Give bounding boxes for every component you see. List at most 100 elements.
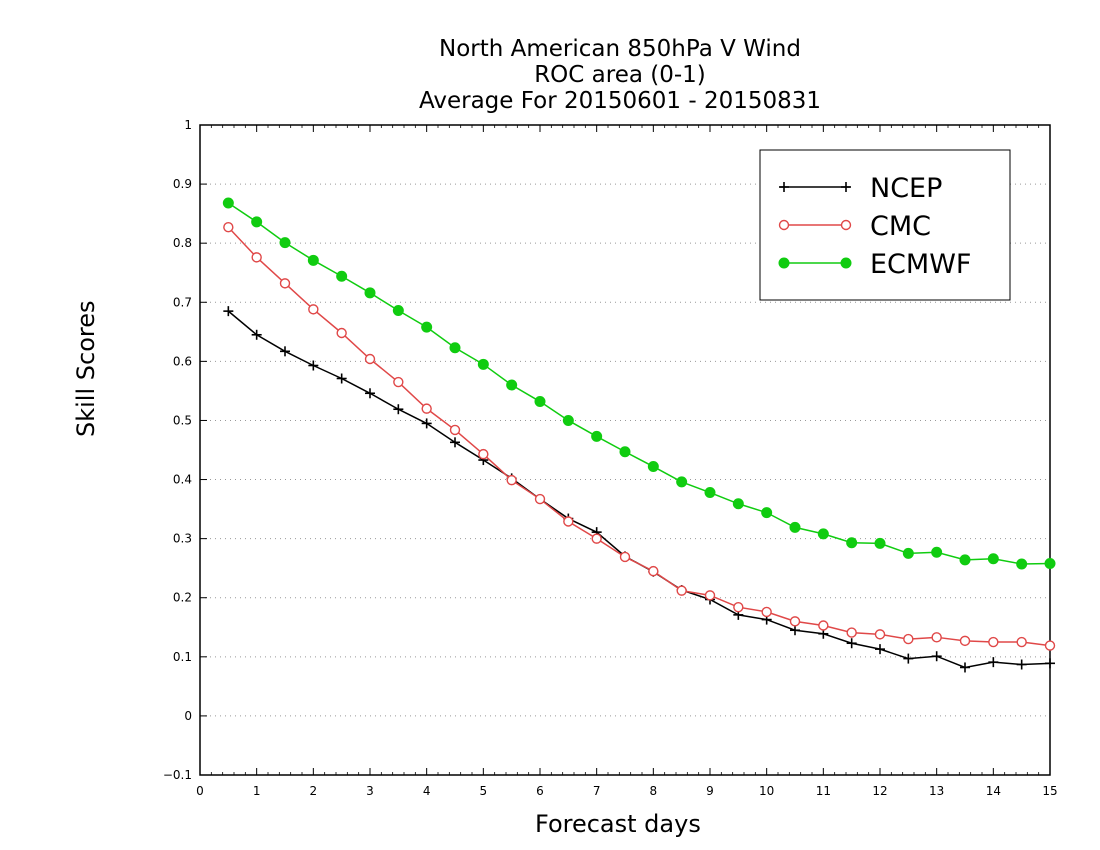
data-point-cmc	[591, 533, 602, 544]
x-tick-label: 2	[310, 784, 318, 798]
data-point-ncep	[308, 360, 319, 371]
data-point-ncep	[1016, 659, 1027, 670]
data-point-cmc	[1044, 640, 1056, 651]
data-point-ncep	[988, 657, 999, 668]
data-point-ncep	[450, 437, 460, 448]
x-tick-label: 0	[196, 784, 204, 798]
data-point-cmc	[223, 222, 234, 233]
legend-label-ncep: NCEP	[870, 173, 942, 204]
data-point-ecmwf	[619, 446, 631, 458]
x-tick-label: 13	[929, 784, 944, 798]
data-point-cmc	[676, 585, 687, 596]
data-point-cmc	[478, 448, 489, 460]
series-ecmwf	[222, 197, 1056, 570]
y-tick-label: 0.5	[173, 413, 192, 427]
data-point-ecmwf	[1016, 558, 1028, 570]
data-point-ecmwf	[449, 342, 461, 354]
data-point-cmc	[789, 616, 801, 627]
chart-title-line-2: ROC area (0-1)	[534, 62, 706, 88]
data-point-ecmwf	[534, 396, 546, 408]
data-point-cmc	[563, 516, 574, 527]
data-point-cmc	[506, 474, 517, 486]
data-point-ecmwf	[562, 414, 574, 426]
grid-lines	[200, 183, 1050, 717]
x-tick-label: 9	[706, 784, 714, 798]
data-point-ecmwf	[846, 537, 858, 549]
plot-area-frame	[199, 124, 1051, 776]
x-tick-label: 12	[872, 784, 887, 798]
data-point-ecmwf	[1044, 557, 1056, 569]
data-point-ecmwf	[704, 487, 716, 499]
legend-marker-cmc	[840, 219, 852, 231]
data-point-ecmwf	[421, 321, 433, 333]
data-point-cmc	[449, 424, 461, 436]
data-point-ecmwf	[279, 237, 291, 249]
data-point-ecmwf	[676, 476, 688, 488]
series	[222, 197, 1056, 673]
data-point-ncep	[251, 329, 262, 340]
data-point-ecmwf	[222, 197, 234, 209]
data-point-ecmwf	[251, 216, 263, 228]
data-point-cmc	[733, 601, 744, 613]
data-point-ncep	[336, 373, 347, 384]
legend-marker-cmc	[778, 219, 790, 231]
y-tick-label: 0.7	[173, 295, 192, 309]
y-tick-label: 0.8	[173, 236, 192, 250]
data-point-ncep	[846, 638, 857, 649]
data-point-ecmwf	[477, 358, 489, 370]
y-axis-label: Skill Scores	[72, 300, 100, 438]
data-point-ecmwf	[874, 537, 886, 549]
data-point-ecmwf	[591, 430, 603, 442]
x-tick-label: 6	[536, 784, 544, 798]
legend-label-ecmwf: ECMWF	[870, 249, 971, 280]
y-tick-label: 0.1	[173, 650, 192, 664]
x-tick-label: 15	[1042, 784, 1057, 798]
data-point-cmc	[818, 620, 829, 631]
data-point-ncep	[790, 625, 800, 636]
series-cmc	[223, 222, 1056, 651]
chart-title-line-1: North American 850hPa V Wind	[439, 36, 801, 62]
y-tick-label: 0.3	[173, 532, 192, 546]
data-point-cmc	[903, 633, 914, 645]
data-point-ncep	[280, 346, 290, 357]
data-point-cmc	[1016, 636, 1027, 648]
data-point-ncep	[223, 306, 234, 317]
data-point-ecmwf	[336, 270, 348, 282]
y-tick-label: 0.4	[173, 473, 192, 487]
data-point-ecmwf	[902, 547, 914, 559]
x-tick-label: 7	[593, 784, 601, 798]
y-tick-label: 0	[184, 709, 192, 723]
data-point-ecmwf	[647, 461, 659, 473]
data-point-cmc	[619, 551, 631, 563]
legend-marker-ecmwf	[840, 257, 852, 269]
legend-item-ncep: NCEP	[779, 173, 942, 204]
data-point-ecmwf	[761, 507, 773, 519]
legend-label-cmc: CMC	[870, 211, 931, 242]
data-point-cmc	[393, 376, 404, 388]
data-point-cmc	[959, 635, 971, 647]
x-tick-label: 4	[423, 784, 431, 798]
y-tick-label: 1	[184, 118, 192, 132]
data-point-ecmwf	[817, 528, 829, 540]
legend-item-ecmwf: ECMWF	[778, 249, 971, 280]
data-point-ncep	[875, 644, 885, 655]
data-point-ecmwf	[506, 379, 518, 391]
legend-marker-ecmwf	[778, 257, 790, 269]
data-point-cmc	[251, 252, 262, 263]
data-point-ecmwf	[732, 498, 744, 510]
data-point-ecmwf	[364, 287, 376, 299]
data-point-cmc	[648, 565, 659, 577]
x-tick-label: 8	[650, 784, 658, 798]
data-point-cmc	[308, 304, 319, 315]
x-tick-label: 3	[366, 784, 374, 798]
data-point-cmc	[336, 327, 347, 339]
data-point-cmc	[704, 590, 716, 601]
x-tick-label: 14	[986, 784, 1001, 798]
x-tick-label: 11	[816, 784, 831, 798]
data-point-cmc	[931, 632, 942, 643]
data-point-cmc	[364, 353, 376, 365]
data-point-ncep	[903, 653, 914, 664]
data-point-cmc	[534, 493, 546, 505]
data-point-cmc	[846, 627, 857, 638]
